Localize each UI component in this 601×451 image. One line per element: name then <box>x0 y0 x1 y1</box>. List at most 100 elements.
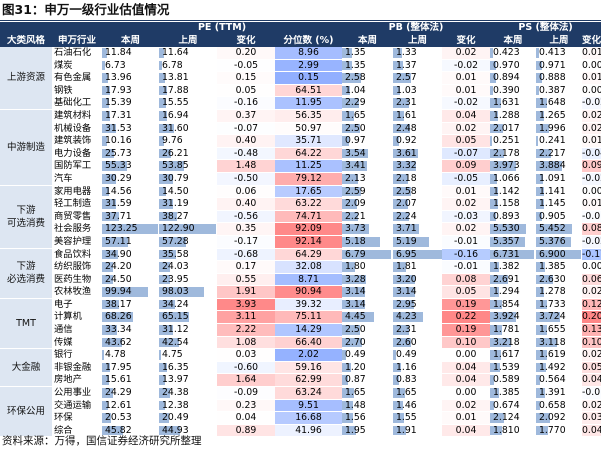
pb-this-week-bar <box>342 224 370 234</box>
ps-last-week-bar <box>536 362 546 373</box>
ps-this-week-bar <box>490 299 503 310</box>
industry-name: 电子 <box>52 298 102 312</box>
table-row: 轻工制造 31.59 31.19 0.40 63.22 2.09 2.07 0.02 1.158… <box>0 197 601 211</box>
pb-last-week: 0.83 <box>393 373 443 388</box>
ps-this-week-value: 1.631 <box>493 97 520 109</box>
pb-change: 0.00 <box>442 348 491 362</box>
pb-this-week-value: 2.50 <box>345 324 366 336</box>
ps-this-week-bar <box>490 249 535 260</box>
pb-this-week-bar <box>342 425 357 436</box>
pb-this-week: 2.09 <box>342 197 394 211</box>
header-pe-this-week: 本周 <box>102 34 159 47</box>
pb-this-week-bar <box>342 350 346 360</box>
pe-last-week-bar <box>159 98 167 108</box>
pe-this-week-value: 15.61 <box>105 374 132 386</box>
table-row: 医药生物 24.50 23.95 0.55 8.71 3.28 3.20 0.08 2.691 2… <box>0 273 601 287</box>
pb-last-week-bar <box>393 173 409 184</box>
pe-percentile: 41.96 <box>275 424 343 438</box>
pb-last-week: 1.33 <box>393 47 443 60</box>
ps-last-week-bar <box>536 136 538 146</box>
pb-last-week-value: 2.31 <box>396 97 417 109</box>
pe-percentile: 14.29 <box>275 323 343 337</box>
pe-last-week-value: 6.78 <box>162 59 183 71</box>
pe-last-week-bar <box>159 136 164 146</box>
header-pb-last-week: 上周 <box>393 34 443 47</box>
ps-last-week: 0.413 <box>536 47 583 60</box>
pe-this-week: 14.56 <box>102 185 159 199</box>
ps-change: 0.08 <box>582 222 601 236</box>
header-row-groups: PE (TTM) PB (整体法) PS (整体法) <box>0 22 601 35</box>
pb-change: 0.04 <box>442 424 491 438</box>
industry-name: 基础化工 <box>52 96 102 110</box>
table-row: 综合 45.82 44.93 0.89 41.96 1.95 1.91 0.04 1.810 1.… <box>0 424 601 438</box>
ps-last-week-value: 1.996 <box>539 122 566 134</box>
pe-last-week-value: 13.97 <box>162 374 189 386</box>
pb-last-week: 1.65 <box>393 386 443 400</box>
table-row: 有色金属 13.96 13.81 0.15 0.15 2.58 2.57 0.01 0.894 0… <box>0 71 601 85</box>
ps-last-week-bar <box>536 287 545 297</box>
pe-change: 0.37 <box>217 109 275 123</box>
pb-this-week: 2.29 <box>342 96 394 110</box>
ps-last-week-value: 0.905 <box>539 210 566 222</box>
pe-percentile: 90.94 <box>275 285 343 299</box>
industry-name: 纺织服饰 <box>52 260 102 274</box>
pe-this-week: 17.31 <box>102 109 159 123</box>
ps-change: 0.01 <box>582 134 601 148</box>
pe-this-week-value: 99.94 <box>105 286 132 298</box>
ps-this-week-bar <box>490 161 517 171</box>
pb-last-week: 0.92 <box>393 134 443 148</box>
pb-this-week-bar <box>342 186 361 197</box>
pe-last-week-bar <box>159 287 205 297</box>
pe-change: 0.40 <box>217 134 275 148</box>
pb-this-week-bar <box>342 211 359 222</box>
pe-this-week-bar <box>102 136 107 146</box>
ps-change: -0.02 <box>582 235 601 249</box>
ps-this-week: 1.781 <box>490 323 537 337</box>
table-row: 环保 20.53 20.49 0.04 16.68 1.56 1.55 0.01 2.124 2.… <box>0 411 601 425</box>
ps-this-week: 1.288 <box>490 109 537 123</box>
ps-last-week-value: 2.217 <box>539 147 566 159</box>
pb-this-week-bar <box>342 85 350 96</box>
pb-this-week: 0.97 <box>342 134 394 148</box>
pb-this-week-bar <box>342 161 367 171</box>
pe-this-week: 55.33 <box>102 159 159 173</box>
ps-change: 0.01 <box>582 197 601 211</box>
valuation-table: PE (TTM) PB (整体法) PS (整体法) 大类风格 申万行业 本周 … <box>0 22 601 438</box>
pe-percentile: 63.22 <box>275 197 343 211</box>
pe-this-week-value: 38.17 <box>105 298 132 310</box>
ps-last-week: 5.376 <box>536 235 583 249</box>
pe-last-week: 24.38 <box>159 386 217 400</box>
pe-change: 0.17 <box>217 260 275 274</box>
industry-name: 社会服务 <box>52 222 102 236</box>
pb-this-week-bar <box>342 173 358 184</box>
pe-this-week-bar <box>102 123 117 134</box>
pe-percentile: 32.08 <box>275 260 343 274</box>
table-row: 社会服务 123.25 122.90 0.35 92.09 3.73 3.71 0.02 5.5… <box>0 222 601 236</box>
pe-last-week-bar <box>159 312 190 323</box>
pe-change: 0.05 <box>217 84 275 98</box>
ps-last-week-value: 1.733 <box>539 298 566 310</box>
pe-last-week: 53.85 <box>159 159 217 173</box>
pb-last-week-bar <box>393 224 419 234</box>
pe-this-week: 99.94 <box>102 285 159 299</box>
pe-this-week-value: 20.53 <box>105 412 132 424</box>
ps-this-week-value: 1.539 <box>493 361 520 373</box>
pe-this-week-bar <box>102 350 105 360</box>
pb-this-week-bar <box>342 413 354 423</box>
pe-percentile: 79.12 <box>275 172 343 186</box>
pe-this-week: 31.59 <box>102 197 159 211</box>
ps-last-week-value: 0.413 <box>539 47 566 58</box>
industry-name: 钢铁 <box>52 84 102 98</box>
pb-last-week-bar <box>393 413 404 423</box>
pe-last-week-bar <box>159 60 163 71</box>
ps-this-week: 0.390 <box>490 84 537 98</box>
pe-last-week: 11.64 <box>159 47 217 60</box>
industry-name: 美容护理 <box>52 235 102 249</box>
ps-this-week-value: 6.731 <box>493 248 520 260</box>
ps-this-week-bar <box>490 123 504 134</box>
pe-percentile: 64.51 <box>275 84 343 98</box>
pb-this-week: 0.87 <box>342 373 394 388</box>
pe-this-week: 38.17 <box>102 298 159 312</box>
category-cell: 下游 必选消费 <box>0 248 52 299</box>
pe-last-week-value: 98.03 <box>162 286 189 298</box>
